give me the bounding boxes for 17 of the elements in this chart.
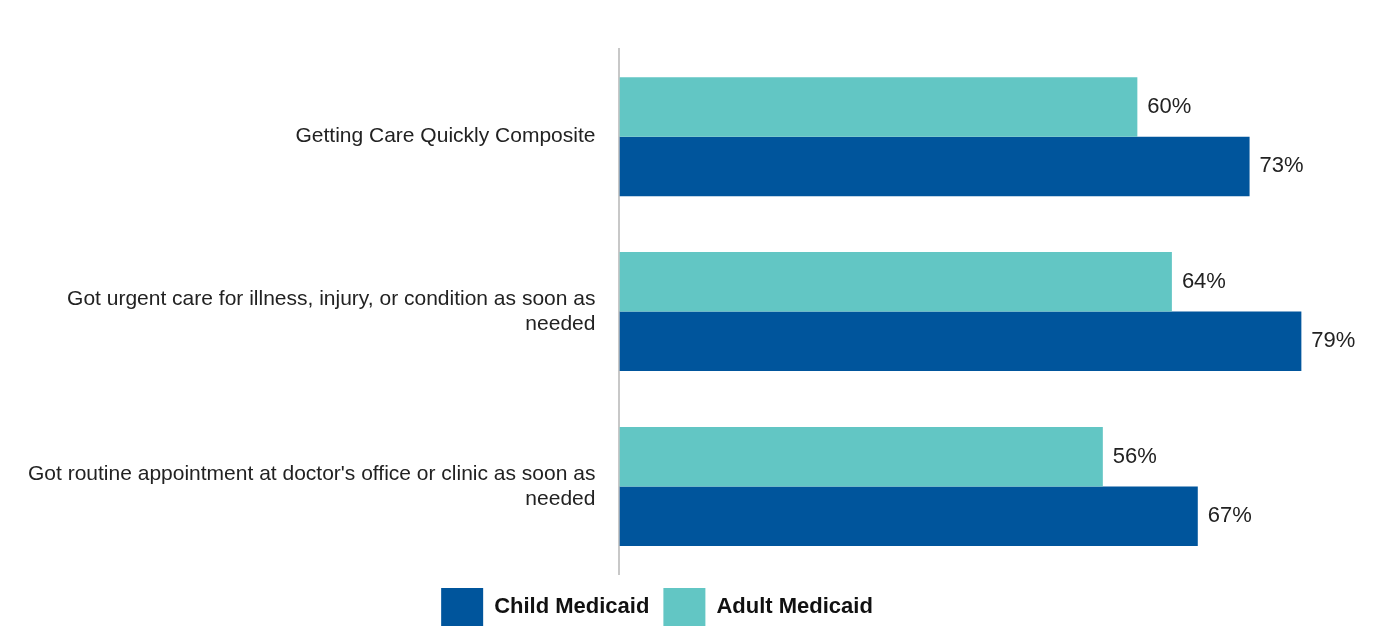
data-label: 73% xyxy=(1259,152,1304,178)
data-label: 60% xyxy=(1147,92,1192,118)
data-label: 56% xyxy=(1112,442,1157,468)
y-tick-label: Got routine appointment at doctor's office or clinic as soon as needed xyxy=(27,460,596,509)
legend-label: Child Medicaid xyxy=(494,593,650,619)
y-tick-label: Getting Care Quickly Composite xyxy=(295,123,596,147)
bar xyxy=(619,311,1302,372)
legend-label: Adult Medicaid xyxy=(716,593,873,619)
data-label: 67% xyxy=(1207,502,1252,528)
y-tick-label: Got urgent care for illness, injury, or condition as soon as needed xyxy=(67,285,596,334)
data-label: 64% xyxy=(1181,267,1226,293)
data-label: 79% xyxy=(1311,327,1356,353)
bar xyxy=(619,486,1198,547)
bar xyxy=(619,252,1172,312)
bar xyxy=(619,77,1138,137)
bar xyxy=(619,427,1103,487)
bar xyxy=(619,136,1250,197)
